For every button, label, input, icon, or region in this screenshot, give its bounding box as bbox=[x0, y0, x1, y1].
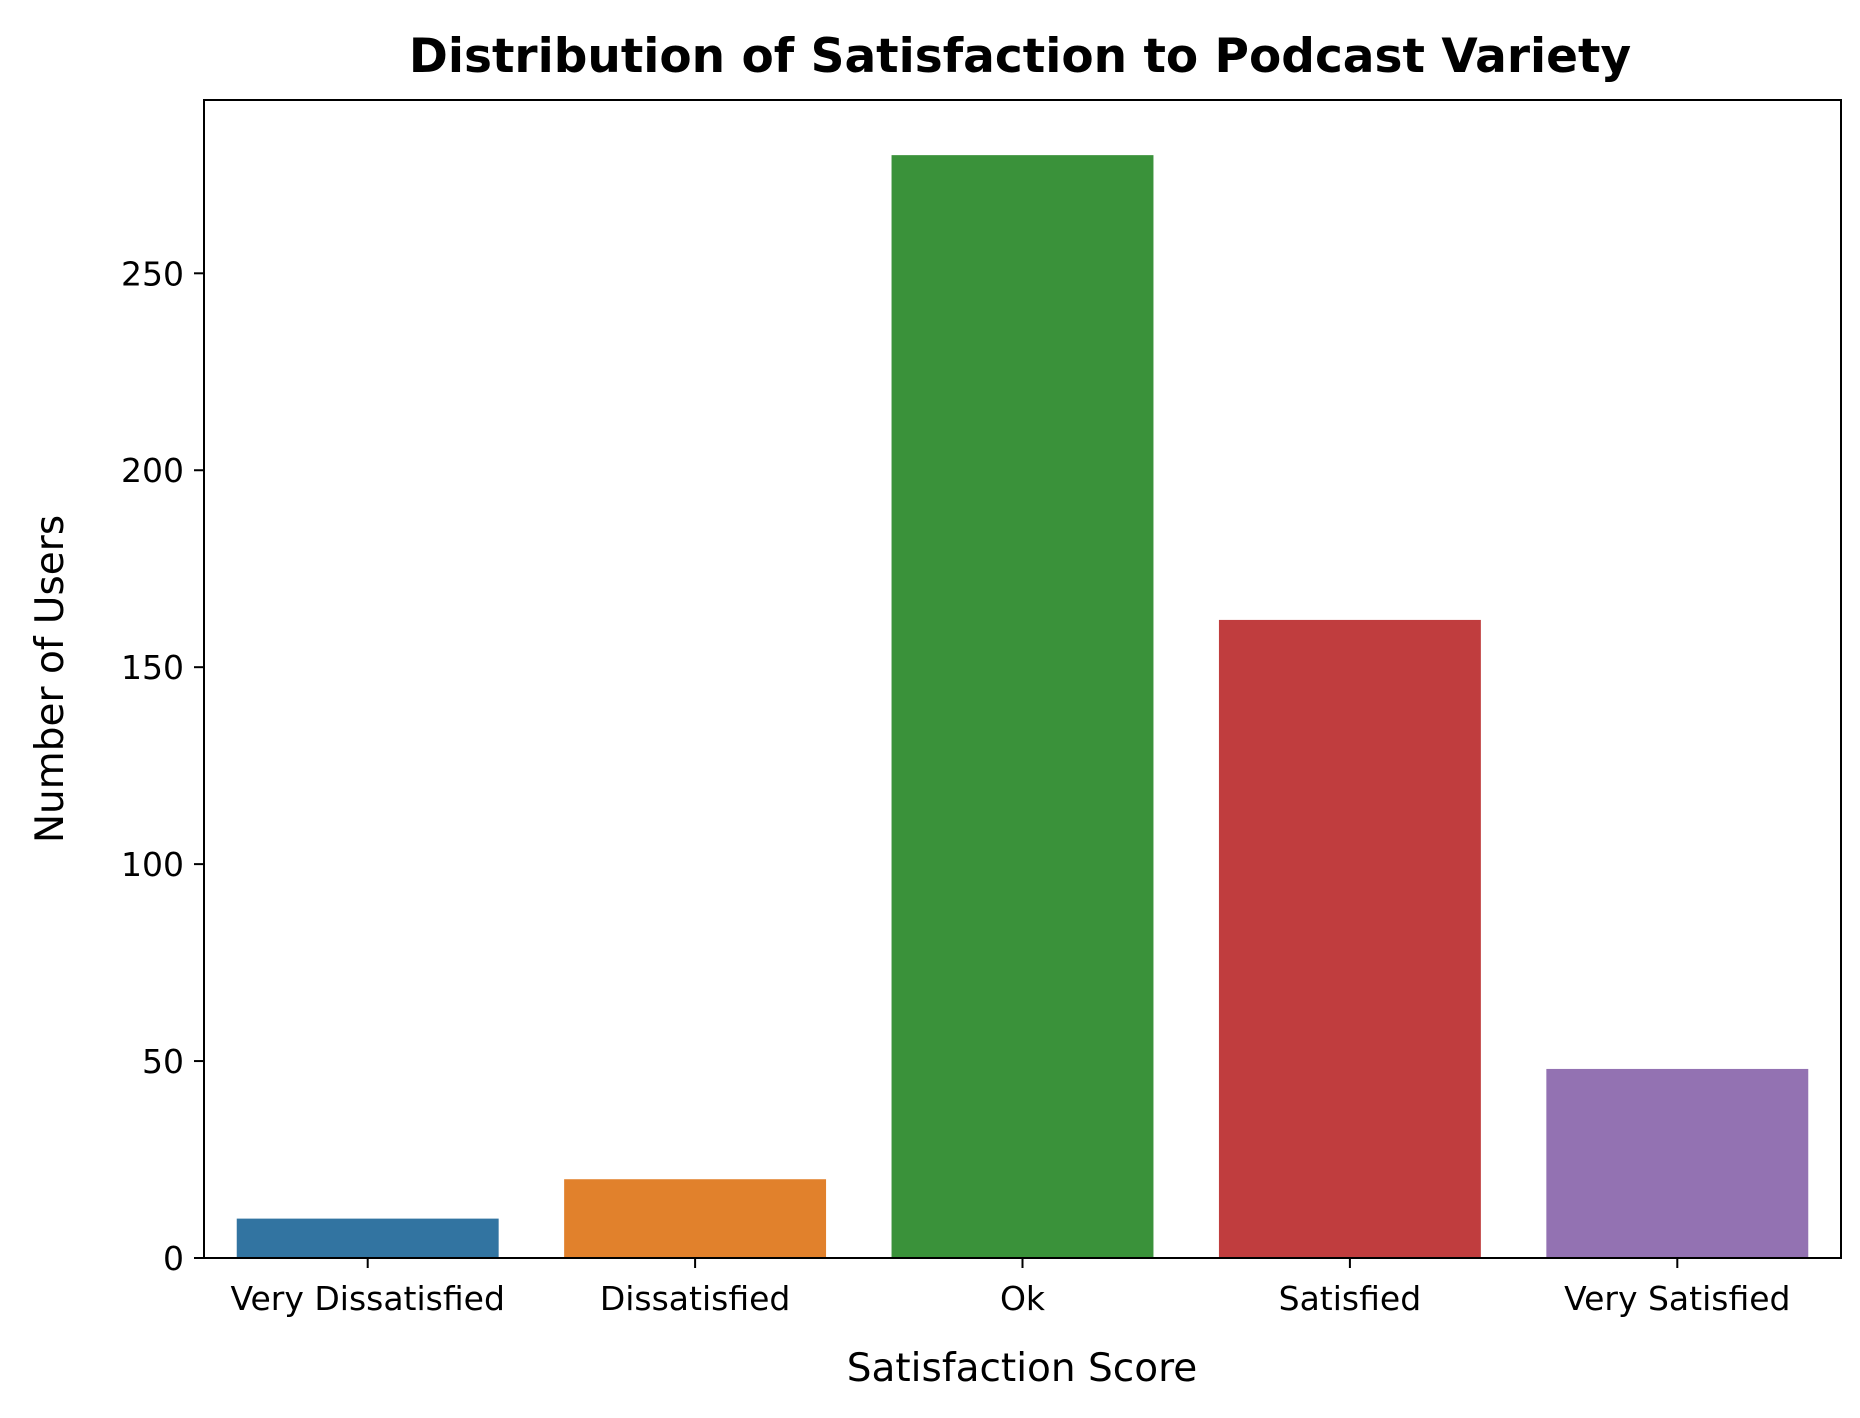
x-tick-label: Satisfied bbox=[1279, 1279, 1422, 1318]
y-axis: 0 50 100 150 200 250 bbox=[121, 254, 204, 1278]
bar-very-satisfied bbox=[1546, 1068, 1809, 1258]
y-tick-label: 200 bbox=[121, 451, 184, 490]
plot-frame bbox=[203, 99, 1842, 1259]
y-axis-title: Number of Users bbox=[28, 515, 73, 843]
y-tick-label: 150 bbox=[121, 648, 184, 687]
bar-dissatisfied bbox=[564, 1179, 827, 1258]
x-axis-title: Satisfaction Score bbox=[847, 1346, 1198, 1391]
y-tick-label: 0 bbox=[163, 1239, 184, 1278]
bar-very-dissatisfied bbox=[236, 1218, 499, 1258]
y-tick-label: 100 bbox=[121, 845, 184, 884]
x-tick-label: Very Satisfied bbox=[1564, 1279, 1790, 1318]
x-tick-label: Dissatisfied bbox=[600, 1279, 791, 1318]
chart-title: Distribution of Satisfaction to Podcast … bbox=[409, 29, 1631, 84]
x-tick-label: Ok bbox=[1000, 1279, 1046, 1318]
bar-ok bbox=[891, 155, 1154, 1259]
x-tick-label: Very Dissatisfied bbox=[230, 1279, 504, 1318]
x-axis: Very Dissatisfied Dissatisfied Ok Satisfied… bbox=[230, 1258, 1791, 1318]
bar-satisfied bbox=[1218, 619, 1481, 1258]
bars-group bbox=[236, 155, 1809, 1259]
y-tick-label: 250 bbox=[121, 254, 184, 293]
y-tick-label: 50 bbox=[142, 1042, 184, 1081]
